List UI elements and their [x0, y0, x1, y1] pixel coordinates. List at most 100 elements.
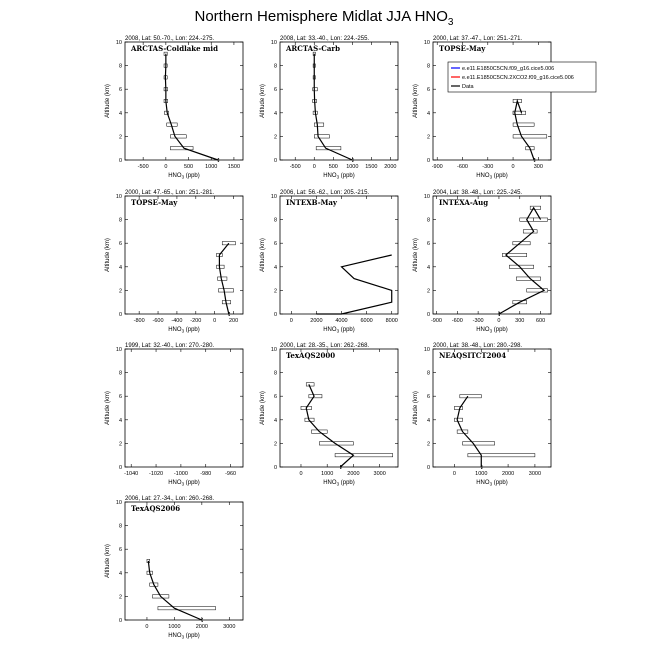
- spread-box: [529, 205, 541, 210]
- y-tick-label: 0: [119, 465, 122, 471]
- spread-box: [502, 253, 527, 257]
- x-tick-label: -200: [190, 318, 201, 324]
- y-tick-label: 2: [274, 441, 277, 447]
- x-axis-label: HNO3 (ppb): [476, 480, 508, 487]
- x-axis-label-part: HNO: [168, 173, 182, 179]
- spread-box: [462, 441, 495, 446]
- panel-name-label: TexAQS2000: [286, 351, 335, 360]
- panel-meta-label: 2004, Lat: 38.-48., Lon: 225.-245.: [433, 190, 522, 196]
- x-tick-label: 1000: [346, 164, 358, 170]
- chart-panel: 2000, Lat: 47.-65., Lon: 251.-281. 0 2 4 6 8 1…: [105, 190, 244, 334]
- x-axis-label-subscript: 3: [182, 329, 185, 334]
- x-axis-label-part: HNO: [476, 327, 490, 333]
- panel-name-label: ARCTAS-Coldlake mid: [130, 44, 218, 53]
- x-tick-label: -1040: [124, 471, 138, 477]
- x-tick-label: -300: [482, 164, 493, 170]
- y-axis-label: Altitude (km): [260, 238, 266, 272]
- y-tick-label: 0: [427, 312, 430, 318]
- panel-meta-label: 2008, Lat: 33.-40., Lon: 224.-255.: [280, 36, 369, 42]
- x-tick-label: -900: [432, 164, 443, 170]
- x-tick-label: -300: [473, 318, 484, 324]
- x-axis-label-part: HNO: [323, 173, 337, 179]
- chart-panel: 1999, Lat: 32.-40., Lon: 270.-280. 0 2 4 6 8 1…: [105, 343, 244, 487]
- y-tick-label: 8: [427, 64, 430, 70]
- panel-meta-label: 1999, Lat: 32.-40., Lon: 270.-280.: [125, 343, 214, 349]
- y-tick-label: 10: [424, 194, 430, 200]
- y-axis-label: Altitude (km): [413, 238, 419, 272]
- x-tick-label: 2000: [196, 624, 208, 630]
- y-tick-label: 10: [116, 194, 122, 200]
- x-tick-label: 1500: [365, 164, 377, 170]
- y-tick-label: 6: [274, 241, 277, 247]
- x-axis-label-subscript: 3: [182, 635, 185, 640]
- x-tick-label: -400: [171, 318, 182, 324]
- x-axis-label-unit: (ppb): [492, 173, 508, 179]
- x-tick-label: -500: [138, 164, 149, 170]
- x-tick-label: 0: [299, 471, 302, 477]
- x-tick-label: 2000: [384, 164, 396, 170]
- x-axis-label-unit: (ppb): [339, 327, 355, 333]
- x-tick-label: -1000: [174, 471, 188, 477]
- chart-panel: 2000, Lat: 37.-47., Lon: 251.-271. 0 2 4 6 8 1…: [413, 36, 552, 180]
- y-tick-label: 0: [427, 465, 430, 471]
- plot-frame: [432, 195, 552, 315]
- x-tick-label: 1000: [168, 624, 180, 630]
- y-tick-label: 2: [427, 441, 430, 447]
- x-axis-label: HNO3 (ppb): [168, 633, 200, 640]
- x-tick-label: 4000: [335, 318, 347, 324]
- y-tick-label: 6: [119, 394, 122, 400]
- x-tick-label: 500: [329, 164, 338, 170]
- y-tick-label: 2: [427, 288, 430, 294]
- x-tick-label: 200: [229, 318, 238, 324]
- x-axis-label: HNO3 (ppb): [323, 480, 355, 487]
- x-axis-label: HNO3 (ppb): [476, 327, 508, 334]
- x-axis-label: HNO3 (ppb): [323, 173, 355, 180]
- y-tick-label: 10: [271, 194, 277, 200]
- x-tick-label: 300: [515, 318, 524, 324]
- y-tick-label: 6: [119, 241, 122, 247]
- y-tick-label: 8: [119, 371, 122, 377]
- chart-panel: 2000, Lat: 38.-48., Lon: 280.-298. 0 2 4 6 8 1…: [413, 343, 552, 487]
- spread-box: [314, 122, 325, 127]
- y-axis-label: Altitude (km): [105, 84, 111, 118]
- y-tick-label: 4: [427, 111, 430, 117]
- data-series-line: [498, 206, 546, 315]
- legend-entry-label: e.e11.E1850C5CN.f09_g16.cice5.006: [462, 66, 554, 72]
- data-series-line: [313, 53, 353, 161]
- y-tick-label: 0: [274, 158, 277, 164]
- x-axis-label-part: HNO: [323, 480, 337, 486]
- x-tick-label: 2000: [347, 471, 359, 477]
- plot-frame: [124, 41, 244, 161]
- x-tick-label: 3000: [223, 624, 235, 630]
- spread-box: [512, 134, 548, 139]
- panel-name-label: TexAQS2006: [131, 504, 180, 513]
- x-tick-label: 0: [453, 471, 456, 477]
- y-axis-label: Altitude (km): [260, 391, 266, 425]
- y-tick-label: 10: [271, 40, 277, 46]
- x-tick-label: 1500: [228, 164, 240, 170]
- spread-box: [308, 394, 323, 399]
- y-tick-label: 8: [274, 64, 277, 70]
- x-axis-label-subscript: 3: [182, 482, 185, 487]
- spread-box: [512, 122, 535, 127]
- y-tick-label: 6: [119, 547, 122, 553]
- y-tick-label: 6: [274, 394, 277, 400]
- y-tick-label: 0: [119, 312, 122, 318]
- y-tick-label: 4: [427, 265, 430, 271]
- y-tick-label: 6: [427, 87, 430, 93]
- x-tick-label: 1000: [205, 164, 217, 170]
- x-axis-label-part: HNO: [168, 327, 182, 333]
- x-axis-label-unit: (ppb): [184, 173, 200, 179]
- y-tick-label: 2: [274, 288, 277, 294]
- x-axis-label-part: HNO: [168, 480, 182, 486]
- x-axis-label-part: HNO: [476, 480, 490, 486]
- x-tick-label: 2000: [310, 318, 322, 324]
- y-tick-label: 10: [116, 347, 122, 353]
- y-tick-label: 10: [424, 347, 430, 353]
- spread-box: [170, 134, 187, 139]
- x-axis-label: HNO3 (ppb): [168, 173, 200, 180]
- y-tick-label: 10: [116, 40, 122, 46]
- y-tick-label: 2: [119, 441, 122, 447]
- spread-box: [218, 288, 234, 293]
- x-tick-label: -500: [290, 164, 301, 170]
